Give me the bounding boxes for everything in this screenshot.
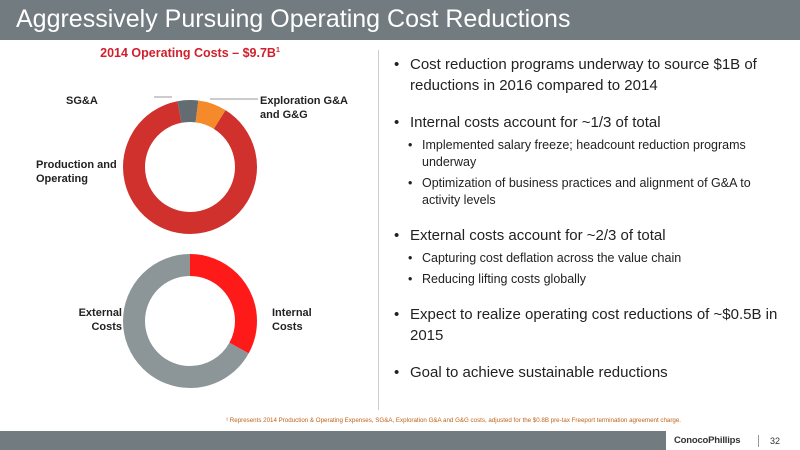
bullet-external-costs: External costs account for ~2/3 of total — [392, 225, 792, 246]
label-production-line1: Production and — [36, 159, 117, 171]
title-bar — [0, 0, 800, 40]
label-exploration-line2: and G&G — [260, 109, 308, 121]
label-external-line1: External — [78, 307, 122, 319]
label-production-line2: Operating — [36, 173, 88, 185]
internal-external-donut — [123, 254, 257, 388]
sub-bullet-optimization: Optimization of business practices and a… — [392, 175, 792, 209]
label-internal-line2: Costs — [272, 321, 303, 333]
operating-costs-donut — [123, 100, 257, 234]
label-sga-text: SG&A — [66, 95, 98, 107]
slice-exploration-g-a-and-g-g — [123, 100, 257, 234]
chart-title-text: 2014 Operating Costs – $9.7B — [100, 46, 276, 60]
bullet-internal-costs: Internal costs account for ~1/3 of total — [392, 112, 792, 133]
slide-title: Aggressively Pursuing Operating Cost Red… — [16, 5, 571, 33]
slice-external-costs — [123, 254, 257, 388]
label-exploration: Exploration G&A and G&G — [260, 94, 348, 122]
label-production: Production and Operating — [36, 158, 117, 186]
label-sga: SG&A — [66, 94, 98, 108]
vertical-divider — [378, 50, 379, 410]
logo-area — [666, 431, 800, 450]
conocophillips-logo: ConocoPhillips — [674, 435, 741, 446]
page-number: 32 — [770, 436, 781, 446]
bullet-cost-reduction-programs: Cost reduction programs underway to sour… — [392, 54, 792, 96]
footnote: ¹ Represents 2014 Production & Operating… — [226, 417, 682, 424]
label-internal-line1: Internal — [272, 307, 312, 319]
bullet-list: Cost reduction programs underway to sour… — [392, 54, 792, 383]
label-internal: Internal Costs — [272, 306, 312, 334]
footer-bar — [0, 431, 800, 450]
sub-bullet-cost-deflation: Capturing cost deflation across the valu… — [392, 250, 792, 267]
donut-charts — [123, 96, 258, 388]
bullet-sustainable-reductions: Goal to achieve sustainable reductions — [392, 362, 792, 383]
footer-separator — [758, 435, 759, 447]
label-external: External Costs — [70, 306, 122, 334]
label-exploration-line1: Exploration G&A — [260, 95, 349, 107]
bullet-expect-reductions: Expect to realize operating cost reducti… — [392, 304, 792, 346]
sub-bullet-salary-freeze: Implemented salary freeze; headcount red… — [392, 137, 792, 171]
sub-bullet-lifting-costs: Reducing lifting costs globally — [392, 271, 792, 288]
chart-title: 2014 Operating Costs – $9.7B1 — [0, 46, 380, 60]
chart-title-footnote-marker: 1 — [275, 46, 280, 54]
label-external-line2: Costs — [91, 321, 122, 333]
